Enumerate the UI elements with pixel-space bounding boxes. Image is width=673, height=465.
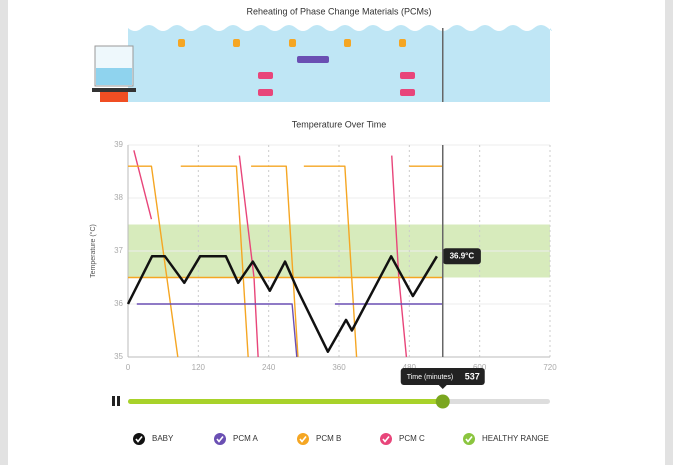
tooltip-label: Time (minutes) xyxy=(407,374,453,381)
pcm-b-capsule xyxy=(399,39,406,47)
legend-check xyxy=(135,436,143,443)
y-tick-label: 39 xyxy=(114,140,123,149)
edge xyxy=(665,0,673,465)
beaker-water xyxy=(96,68,132,85)
end-label: 36.9°C xyxy=(450,251,475,260)
y-tick-label: 37 xyxy=(114,246,123,255)
pause-bar[interactable] xyxy=(112,396,115,406)
end-label-bg xyxy=(442,248,481,265)
pcm-b-capsule xyxy=(344,39,351,47)
water xyxy=(128,25,553,102)
legend-label: BABY xyxy=(152,434,174,443)
legend-label: HEALTHY RANGE xyxy=(482,434,549,443)
sim-title: Reheating of Phase Change Materials (PCM… xyxy=(246,6,431,16)
tooltip-bg xyxy=(400,368,485,385)
legend-check xyxy=(465,436,473,443)
series-line xyxy=(136,303,443,358)
pcm-b-capsule xyxy=(289,39,296,47)
y-tick-label: 38 xyxy=(114,193,123,202)
y-tick-label: 35 xyxy=(114,352,123,361)
x-tick-label: 0 xyxy=(126,363,131,372)
legend-check xyxy=(299,436,307,443)
x-tick-label: 360 xyxy=(332,363,346,372)
series-line xyxy=(128,165,443,358)
hotplate xyxy=(92,88,136,92)
pcm-c-capsule xyxy=(400,89,415,96)
pcm-a-capsule xyxy=(297,56,329,63)
plot: 35 36 37 38 39 0 120 240 360 480 600 720 36.9°C xyxy=(114,140,557,372)
flame xyxy=(100,92,128,102)
pcm-b-capsule xyxy=(178,39,185,47)
legend-check xyxy=(216,436,224,443)
pcm-c-capsule xyxy=(258,72,273,79)
x-tick-label: 480 xyxy=(403,363,417,372)
pause-bar[interactable] xyxy=(117,396,120,406)
x-tick-label: 720 xyxy=(543,363,557,372)
x-tick-label: 240 xyxy=(262,363,276,372)
slider-fill xyxy=(128,399,443,404)
slider-knob[interactable] xyxy=(435,394,450,409)
y-axis-label: Temperature (°C) xyxy=(89,224,97,278)
pcm-c-capsule xyxy=(400,72,415,79)
series-line xyxy=(126,255,438,353)
x-tick-label: 600 xyxy=(473,363,487,372)
water-scene xyxy=(92,25,553,102)
tooltip-value: 537 xyxy=(465,371,480,381)
legend-label: PCM A xyxy=(233,434,259,443)
chart-title: Temperature Over Time xyxy=(292,119,387,129)
tooltip-arrow xyxy=(438,385,447,389)
pcm-c-capsule xyxy=(258,89,273,96)
legend-label: PCM C xyxy=(399,434,425,443)
legend-label: PCM B xyxy=(316,434,341,443)
controls: Time (minutes) 537 BABY PCM A PCM B PCM C HEAL… xyxy=(112,368,550,445)
edge xyxy=(0,0,8,465)
pcm-b-capsule xyxy=(233,39,240,47)
y-tick-label: 36 xyxy=(114,299,123,308)
x-tick-label: 120 xyxy=(192,363,206,372)
legend-check xyxy=(382,436,390,443)
